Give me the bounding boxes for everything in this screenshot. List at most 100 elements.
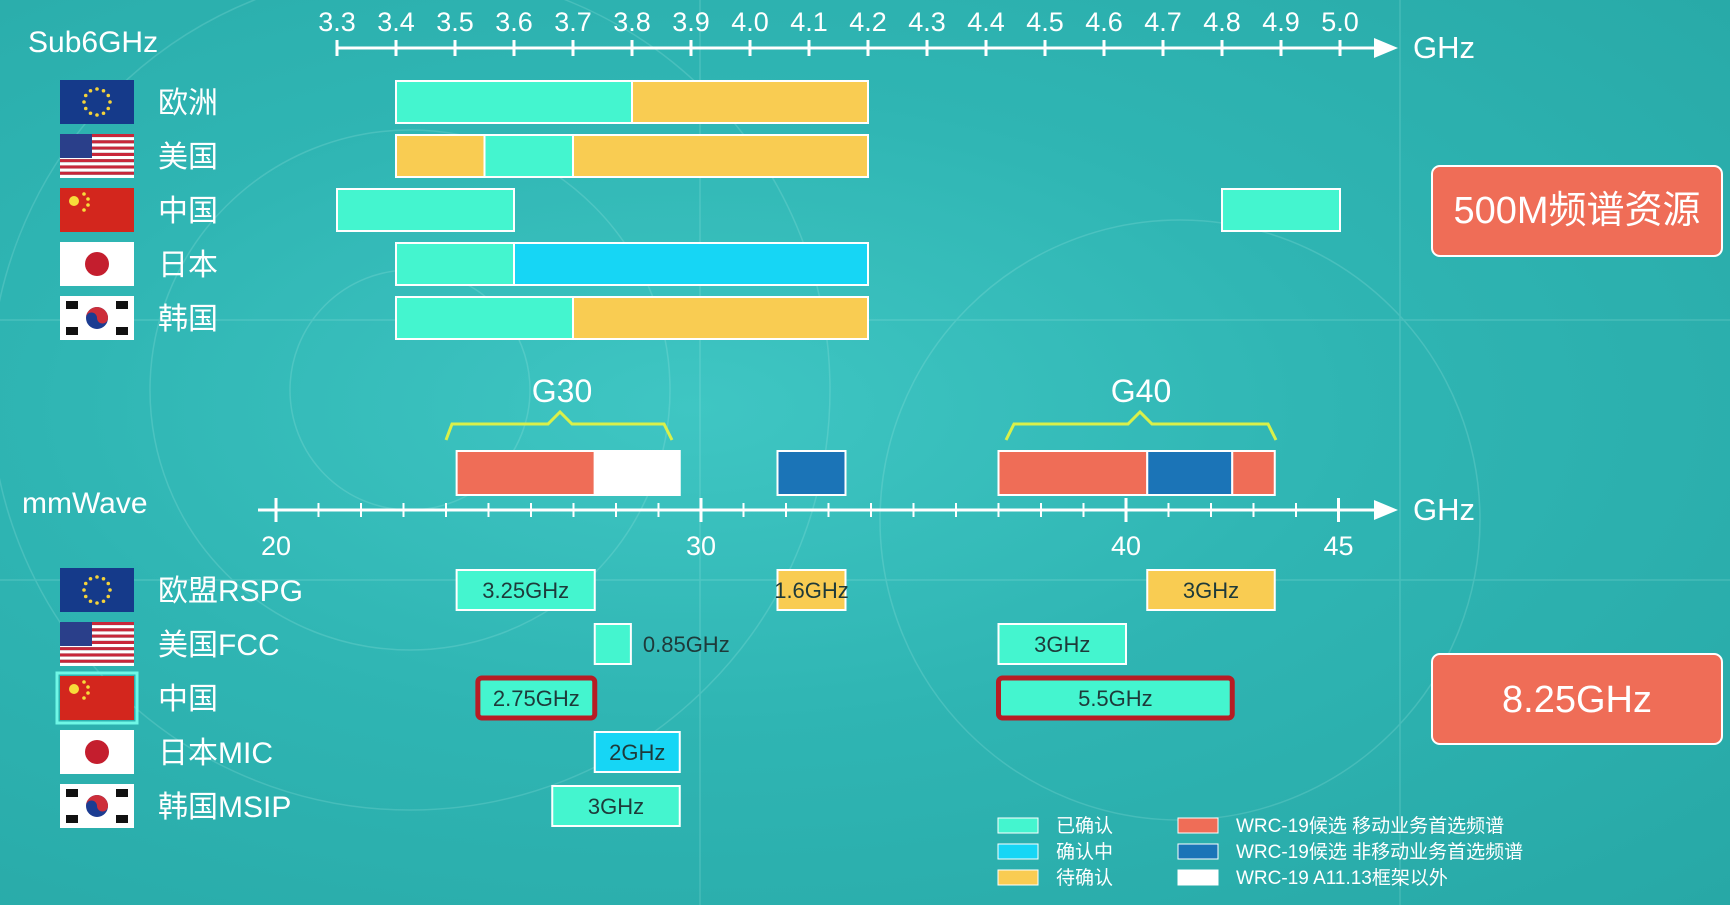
us-flag-stripe-red: [60, 140, 134, 144]
us-flag-stripe-red: [60, 152, 134, 156]
sub6-tick-label: 4.5: [1026, 7, 1064, 37]
us-flag-stripe-red: [60, 653, 134, 657]
eu-flag-star: [108, 100, 112, 104]
sub6-band-bar: [1221, 188, 1341, 232]
sub6-band-bar: [572, 296, 869, 340]
mmwave-row-5: 韩国MSIP 3GHz: [60, 784, 681, 828]
sub6-row-1: 欧洲: [60, 80, 869, 124]
kr-flag-trigram: [66, 815, 78, 823]
us-flag-canton: [60, 622, 92, 646]
us-flag-stripe-white: [60, 631, 134, 635]
mmwave-band-label: 3GHz: [588, 794, 644, 819]
sub6-band-bar: [572, 134, 869, 178]
eu-flag-star: [106, 581, 111, 586]
sub6-tick-label: 3.4: [377, 7, 415, 37]
us-flag-stripe-white: [60, 174, 134, 178]
us-flag-stripe-red: [60, 647, 134, 651]
us-flag-stripe-white: [60, 162, 134, 166]
sub6-title: Sub6GHz: [28, 26, 158, 59]
mmwave-band-label: 3GHz: [1034, 632, 1090, 657]
eu-flag-star: [95, 575, 99, 579]
kr-flag-taegeuk-red: [86, 795, 108, 812]
us-flag: [60, 134, 134, 178]
mmwave-flag-highlight: [55, 671, 139, 725]
us-flag-stripe-red: [60, 622, 134, 626]
eu-flag-star: [83, 594, 88, 599]
legend-label-wrc-other: WRC-19 A11.13框架以外: [1236, 867, 1448, 889]
kr-flag-trigram: [116, 301, 128, 309]
eu-flag-star: [82, 588, 86, 592]
legend-label-confirmed: 已确认: [1056, 815, 1113, 837]
mmwave-band-bar: [997, 623, 1127, 665]
sub6-tick-label: 4.1: [790, 7, 828, 37]
eu-flag-field: [60, 568, 134, 612]
sub6-band-bar: [336, 188, 515, 232]
mmwave-country-label: 日本MIC: [158, 737, 273, 770]
legend-swatch-confirmed: [997, 817, 1039, 834]
legend: 已确认 确认中 待确认 WRC-19候选 移动业务首选频谱 WRC-19候选 非…: [997, 815, 1523, 889]
kr-flag: [60, 296, 134, 340]
sub6-country-label: 美国: [158, 141, 218, 174]
us-flag-canton: [60, 134, 92, 158]
eu-flag-star: [88, 576, 93, 581]
mmwave-row-1: 欧盟RSPG 3.25GHz 1.6GHz 3GHz: [60, 568, 1276, 612]
cn-flag-field: [60, 676, 134, 720]
mmwave-band-bar: [455, 569, 596, 611]
sub6-callout-text: 500M频谱资源: [1453, 190, 1700, 232]
legend-label-wrc-mobile: WRC-19候选 移动业务首选频谱: [1236, 815, 1504, 837]
legend-label-pending: 待确认: [1056, 867, 1113, 889]
sub6-country-label: 中国: [158, 195, 218, 228]
sub6-band-bar: [483, 134, 574, 178]
sub6-tick-label: 4.3: [908, 7, 946, 37]
sub6-tick-label: 3.7: [554, 7, 592, 37]
eu-flag-star: [95, 87, 99, 91]
g30-bracket: G30: [444, 373, 674, 441]
cn-flag: [60, 676, 134, 720]
mmwave-wrc-bar: [593, 450, 681, 496]
sub6-tick-label: 4.4: [967, 7, 1005, 37]
mmwave-wrc-bar: [455, 450, 596, 496]
mmwave-callout: 8.25GHz: [1431, 653, 1723, 745]
us-flag-stripe-white: [60, 662, 134, 666]
mmwave-callout-box: [1431, 653, 1723, 745]
sub6-tick-label: 4.9: [1262, 7, 1300, 37]
sub6-country-label: 日本: [158, 249, 218, 282]
legend-swatch-wrc-nonmobile: [1177, 843, 1219, 860]
cn-flag-small-star: [82, 208, 86, 212]
cn-flag-small-star: [86, 203, 90, 207]
mmwave-wrc-bar: [776, 450, 847, 496]
sub6-axis: 3.3 3.4 3.5 3.6 3.7 3.8 3.9 4.0 4.1 4.2 4.3 4.4 4.5 4…: [318, 7, 1398, 58]
jp-flag-sun: [85, 740, 109, 764]
sub6-row-3: 中国: [60, 188, 1341, 232]
eu-flag-star: [108, 588, 112, 592]
sub6-tick-label: 4.7: [1144, 7, 1182, 37]
mmwave-unit-label: GHz: [1413, 492, 1475, 527]
cn-flag-small-star: [86, 691, 90, 695]
kr-flag-trigram: [116, 327, 128, 335]
sub6-country-label: 韩国: [158, 303, 218, 336]
cn-flag-field: [60, 188, 134, 232]
cn-flag-small-star: [86, 197, 90, 201]
us-flag-stripe-white: [60, 656, 134, 660]
mmwave-wrc-bar: [1146, 450, 1234, 496]
us-flag-stripe-white: [60, 137, 134, 141]
mmwave-row-2: 美国FCC 0.85GHz 3GHz: [60, 622, 1127, 666]
sub6-band-bar: [513, 242, 869, 286]
sub6-callout-box: [1431, 165, 1723, 257]
sub6-band-bar: [395, 296, 574, 340]
kr-flag-trigram: [116, 789, 128, 797]
eu-flag-star: [82, 100, 86, 104]
sub6-tick-label: 4.0: [731, 7, 769, 37]
eu-flag-star: [88, 88, 93, 93]
mmwave-band-bar: [996, 675, 1235, 721]
mmwave-country-label: 欧盟RSPG: [158, 575, 303, 608]
us-flag-stripe-white: [60, 650, 134, 654]
us-flag-stripe-white: [60, 168, 134, 172]
mmwave-row-3: 中国 2.75GHz 5.5GHz: [55, 671, 1235, 725]
g40-bracket: G40: [1004, 373, 1278, 441]
mmwave-axis-arrow: [1374, 500, 1398, 520]
cn-flag-big-star: [69, 684, 79, 694]
mmwave-country-label: 韩国MSIP: [158, 791, 291, 824]
